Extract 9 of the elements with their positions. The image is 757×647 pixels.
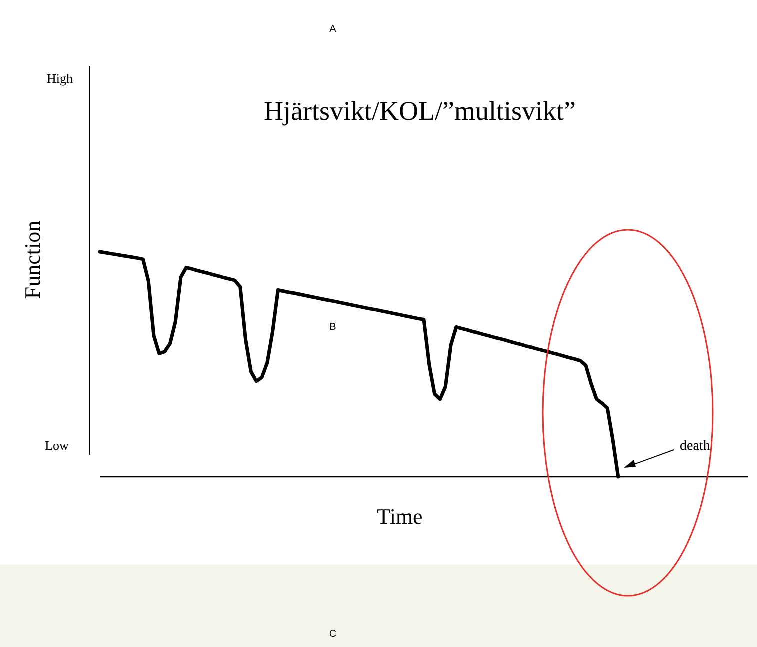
- annotation: B: [330, 322, 337, 333]
- x-axis-title: Time: [377, 504, 423, 529]
- chart-title: Hjärtsvikt/KOL/”multisvikt”: [264, 96, 576, 126]
- text: Low: [45, 438, 70, 453]
- text: C: [329, 629, 337, 640]
- text: High: [47, 71, 74, 86]
- annotation: death: [680, 439, 710, 454]
- text: A: [330, 24, 337, 35]
- y-axis-title: Function: [20, 220, 45, 300]
